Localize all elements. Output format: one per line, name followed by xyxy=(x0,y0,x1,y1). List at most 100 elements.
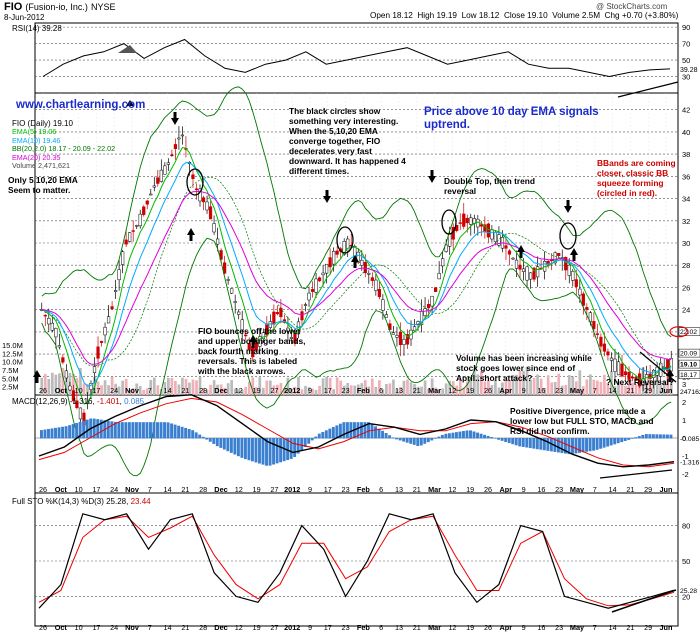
x-label: 26 xyxy=(484,623,492,632)
macd-hist-bar xyxy=(655,434,659,439)
macd-hist-bar xyxy=(377,428,381,439)
macd-hist-bar xyxy=(208,438,212,442)
volume-bar xyxy=(416,386,420,395)
arrow-down-icon xyxy=(428,176,436,183)
volume-bar xyxy=(420,386,423,395)
x-label: 29 xyxy=(644,623,652,632)
volume-bar xyxy=(444,383,448,395)
macd-hist-bar xyxy=(360,422,363,439)
copyright: @ StockCharts.com xyxy=(596,2,668,11)
volume-bar xyxy=(465,381,469,395)
macd-hist-bar xyxy=(338,423,342,439)
x-label: Oct xyxy=(55,485,68,494)
macd-hist-bar xyxy=(279,438,283,463)
x-label: 9 xyxy=(308,386,312,395)
ema5-line xyxy=(41,146,672,405)
rsi-tick: 30 xyxy=(682,73,690,82)
x-label: Mar xyxy=(428,386,441,395)
macd-tick: 0 xyxy=(682,434,686,443)
candle-body xyxy=(620,363,624,377)
candle-body xyxy=(170,154,174,157)
candle-body xyxy=(142,206,146,215)
candle-body xyxy=(173,144,178,150)
x-label: 24 xyxy=(110,623,118,632)
volume-bar xyxy=(314,389,318,395)
convergence-circle xyxy=(441,209,457,235)
macd-hist-bar xyxy=(486,435,490,439)
arrow-up-icon xyxy=(517,245,525,252)
x-label: 21 xyxy=(181,386,189,395)
candle-body xyxy=(244,334,248,337)
macd-hist-bar xyxy=(514,438,518,446)
volume-bar xyxy=(50,372,54,395)
volume-bar xyxy=(430,378,434,395)
x-label: 29 xyxy=(644,485,652,494)
volume-bar xyxy=(624,385,627,395)
macd-hist-bar xyxy=(542,438,546,451)
volume-bar xyxy=(659,385,663,395)
candle-body xyxy=(96,346,100,359)
macd-hist-bar xyxy=(627,438,631,440)
candle-body xyxy=(623,371,628,376)
arrow-up-stem xyxy=(353,262,357,268)
candle-body xyxy=(448,233,452,247)
macd-hist-bar xyxy=(170,423,174,439)
macd-hist-bar xyxy=(61,426,65,439)
macd-hist-bar xyxy=(120,422,124,439)
volume-bar xyxy=(617,380,620,395)
volume-bar xyxy=(174,380,177,395)
arrow-up-icon xyxy=(33,370,41,377)
price-tick: 32 xyxy=(682,217,690,226)
volume-bar xyxy=(311,388,314,395)
macd-hist-bar xyxy=(149,422,152,439)
ema10-line xyxy=(41,161,672,387)
x-label: 9 xyxy=(522,386,526,395)
macd-hist-bar xyxy=(363,422,367,439)
candle-body xyxy=(374,279,378,291)
rsi-path xyxy=(42,38,671,78)
x-label: 7 xyxy=(593,386,597,395)
x-label: 23 xyxy=(342,386,350,395)
candle-body xyxy=(444,244,448,252)
candle-body xyxy=(441,258,445,267)
candle-body xyxy=(634,377,638,381)
volume-bar xyxy=(209,384,212,395)
arrow-down-stem xyxy=(173,112,177,118)
candle-body xyxy=(275,312,279,315)
arrow-down-stem xyxy=(566,200,570,206)
volume-bar xyxy=(43,373,47,395)
candle-body xyxy=(121,251,125,265)
candle-body xyxy=(592,321,596,329)
convergence-circle xyxy=(336,226,354,254)
macd-tick: -1 xyxy=(682,452,689,461)
volume-bar xyxy=(297,376,300,395)
candle-body xyxy=(78,407,83,420)
macd-trendline xyxy=(599,469,673,479)
x-label: 28 xyxy=(199,623,207,632)
macd-hist-bar xyxy=(303,438,307,448)
volume-bar xyxy=(72,373,75,395)
volume-bar xyxy=(184,378,188,395)
volume-bar xyxy=(261,387,265,395)
volume-bar xyxy=(406,379,409,395)
candle-body xyxy=(92,366,97,373)
x-label: Nov xyxy=(125,485,140,494)
x-label: 26 xyxy=(484,386,492,395)
macd-hist-bar xyxy=(398,438,402,441)
sto-right-label: 25.28 xyxy=(680,588,697,595)
candle-body xyxy=(279,307,283,318)
macd-hist-bar xyxy=(251,438,254,462)
volume-bar xyxy=(529,379,532,395)
macd-hist-bar xyxy=(187,429,191,439)
volume-bar xyxy=(567,375,571,395)
price-label-box-bb_lower xyxy=(678,370,700,379)
x-label: 6 xyxy=(379,623,383,632)
candle-body xyxy=(159,169,163,182)
arrow-up-stem xyxy=(668,376,672,382)
macd-hist-bar xyxy=(117,422,121,439)
arrow-up-stem xyxy=(251,342,255,348)
x-label: 17 xyxy=(92,623,100,632)
macd-hist-bar xyxy=(110,421,114,439)
x-label: 2012 xyxy=(284,386,300,395)
